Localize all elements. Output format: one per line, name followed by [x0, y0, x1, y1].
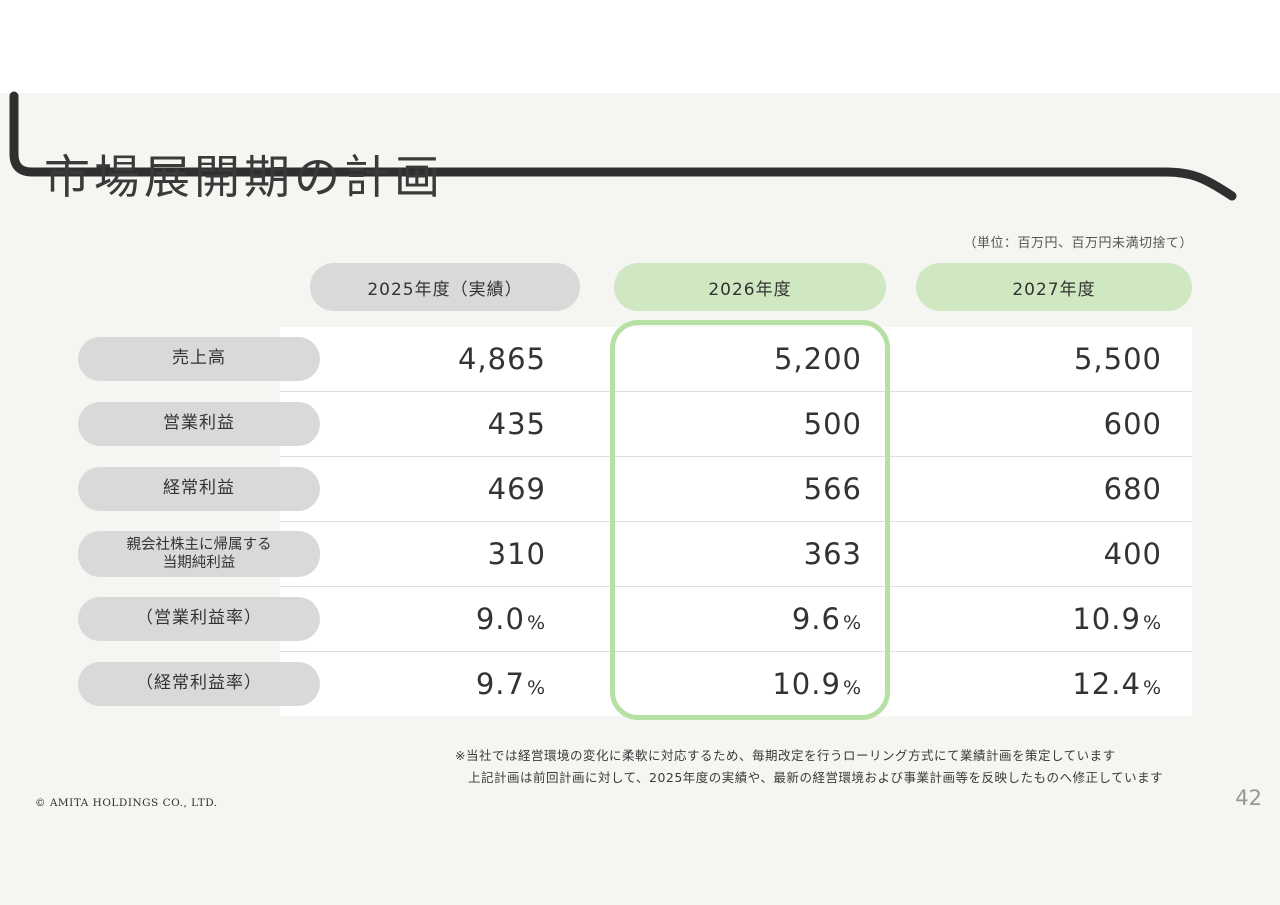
- row-label-pill: 経常利益: [78, 467, 320, 511]
- row-label: 売上高: [172, 348, 226, 369]
- table-row-net-income: 親会社株主に帰属する 当期純利益 310 363 400: [78, 522, 1192, 587]
- table-cell: 600: [888, 392, 1192, 456]
- row-label: （経常利益率）: [136, 673, 262, 694]
- table-cell: 435: [280, 392, 560, 456]
- cell-value: 680: [1103, 472, 1162, 506]
- table-cell: 469: [280, 457, 560, 521]
- page-title: 市場展開期の計画: [44, 149, 444, 204]
- table-row-operating-margin: （営業利益率） 9.0% 9.6% 10.9%: [78, 587, 1192, 652]
- row-label-pill: 営業利益: [78, 402, 320, 446]
- title-underline-swoosh-icon: [9, 91, 1237, 201]
- cell-value: 566: [803, 472, 862, 506]
- cell-value: 469: [487, 472, 546, 506]
- table-cell: 9.7%: [280, 652, 560, 716]
- table-row-ordinary-profit: 経常利益 469 566 680: [78, 457, 1192, 522]
- unit-note: （単位：百万円、百万円未満切捨て）: [963, 236, 1193, 251]
- table-cell: 4,865: [280, 327, 560, 391]
- cell-value: 9.7%: [475, 667, 546, 701]
- cell-value: 400: [1103, 537, 1162, 571]
- footnotes: ※当社では経営環境の変化に柔軟に対応するため、毎期改定を行うローリング方式にて業…: [455, 745, 1163, 789]
- cell-value: 500: [803, 407, 862, 441]
- cell-value: 363: [803, 537, 862, 571]
- page-number: 42: [1235, 786, 1262, 810]
- table-cell: 9.6%: [560, 587, 888, 651]
- footnote-line-2: 上記計画は前回計画に対して、2025年度の実績や、最新の経営環境および事業計画等…: [468, 770, 1164, 785]
- column-header-label: 2027年度: [1012, 279, 1096, 300]
- table-cell: 12.4%: [888, 652, 1192, 716]
- table-row-operating-profit: 営業利益 435 500 600: [78, 392, 1192, 457]
- row-label: 経常利益: [163, 478, 235, 499]
- column-header-2027: 2027年度: [916, 263, 1192, 311]
- highlight-frame-2026: [610, 320, 890, 720]
- row-label-pill: 親会社株主に帰属する 当期純利益: [78, 531, 320, 577]
- cell-value: 9.0%: [475, 602, 546, 636]
- table-cell: 9.0%: [280, 587, 560, 651]
- cell-value: 5,200: [773, 342, 862, 376]
- column-header-2026: 2026年度: [614, 263, 886, 311]
- table-cell: 500: [560, 392, 888, 456]
- cell-value: 600: [1103, 407, 1162, 441]
- cell-value: 10.9%: [772, 667, 862, 701]
- cell-value: 5,500: [1073, 342, 1162, 376]
- cell-value: 435: [487, 407, 546, 441]
- table-cell: 5,500: [888, 327, 1192, 391]
- table-cell: 363: [560, 522, 888, 586]
- table-cell: 310: [280, 522, 560, 586]
- table-cell: 566: [560, 457, 888, 521]
- column-header-label: 2026年度: [708, 279, 792, 300]
- footnote-line-1: ※当社では経営環境の変化に柔軟に対応するため、毎期改定を行うローリング方式にて業…: [455, 748, 1116, 763]
- table-row-ordinary-margin: （経常利益率） 9.7% 10.9% 12.4%: [78, 652, 1192, 716]
- row-label-pill: （経常利益率）: [78, 662, 320, 706]
- copyright: © AMITA HOLDINGS CO., LTD.: [35, 797, 218, 809]
- row-label: （営業利益率）: [136, 608, 262, 629]
- cell-value: 10.9%: [1072, 602, 1162, 636]
- row-label-pill: 売上高: [78, 337, 320, 381]
- table-cell: 10.9%: [888, 587, 1192, 651]
- column-header-label: 2025年度（実績）: [367, 279, 523, 300]
- table-cell: 5,200: [560, 327, 888, 391]
- table-cell: 10.9%: [560, 652, 888, 716]
- column-header-2025: 2025年度（実績）: [310, 263, 580, 311]
- cell-value: 310: [487, 537, 546, 571]
- table-cell: 400: [888, 522, 1192, 586]
- cell-value: 4,865: [457, 342, 546, 376]
- row-label-pill: （営業利益率）: [78, 597, 320, 641]
- cell-value: 12.4%: [1072, 667, 1162, 701]
- cell-value: 9.6%: [791, 602, 862, 636]
- row-label: 親会社株主に帰属する 当期純利益: [126, 536, 272, 571]
- table-row-sales: 売上高 4,865 5,200 5,500: [78, 327, 1192, 392]
- row-label: 営業利益: [163, 413, 235, 434]
- plan-table: 売上高 4,865 5,200 5,500 営業利益 435 500 600 経…: [78, 327, 1192, 716]
- table-cell: 680: [888, 457, 1192, 521]
